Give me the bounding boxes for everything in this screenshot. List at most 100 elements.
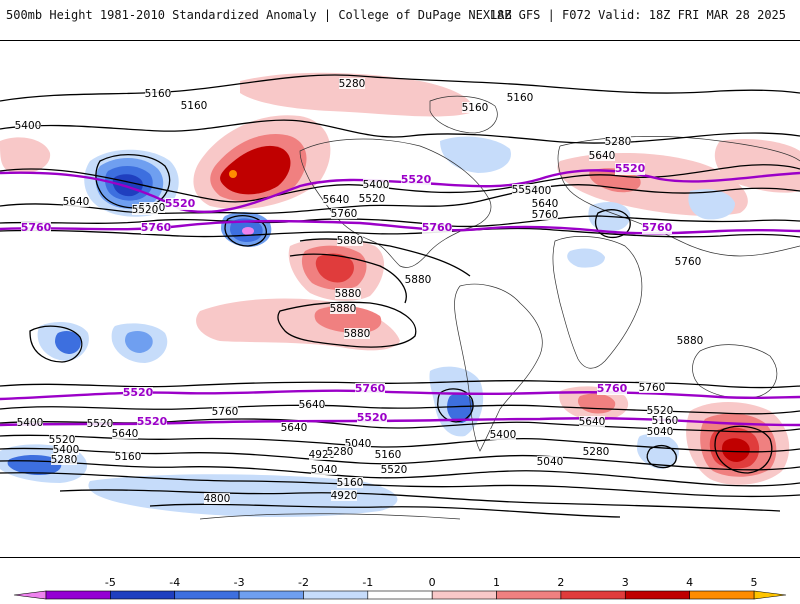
contour-label: 5160 [181, 100, 208, 112]
contour-line [299, 238, 471, 277]
colorbar-extend-high [753, 590, 787, 600]
highlight-contour-label: 5760 [642, 221, 673, 234]
contour-line [149, 503, 621, 518]
contour-label-bg [53, 444, 79, 455]
highlight-contour-label: 5520 [123, 386, 154, 399]
contour-label-bg [337, 235, 363, 246]
contour-label: 5880 [337, 235, 364, 247]
contour-label-bg [589, 150, 615, 161]
contour-label-bg [532, 198, 558, 209]
contour-label: 4800 [204, 493, 231, 505]
contour-label: 5880 [335, 288, 362, 300]
contour-label: 5520 [49, 434, 76, 446]
contour-label: 5640 [589, 150, 616, 162]
contour-line [0, 379, 800, 389]
colorbar-tick-label: -1 [362, 576, 373, 589]
colorbar-swatch [238, 590, 304, 600]
contour-label: 5520 [647, 405, 674, 417]
contour-line [646, 444, 677, 469]
contour-label: 5400 [17, 417, 44, 429]
contour-line [0, 404, 800, 415]
positive-anomaly-area [240, 72, 473, 117]
negative-anomaly-area [440, 136, 511, 173]
colorbar-tick-label: -4 [169, 576, 180, 589]
colorbar-swatch [624, 590, 690, 600]
map-panel: 5160528051605160516054005640516055205280… [0, 40, 800, 558]
africa-coast [552, 236, 643, 369]
colorbar-svg: -5 -4 -3 -2 -1 0 1 2 3 4 5 [13, 576, 787, 600]
positive-anomaly-area [315, 253, 354, 283]
contour-label-bg [339, 78, 365, 89]
contour-line [0, 434, 800, 453]
contour-label: 5160 [337, 477, 364, 489]
contour-label-bg [212, 406, 238, 417]
contour-label-bg [141, 222, 171, 234]
contour-label-bg [132, 204, 158, 215]
contour-label-bg [490, 429, 516, 440]
highlight-contour-label: 5520 [401, 173, 432, 186]
greenland-coast [429, 95, 498, 134]
contour-label-bg [381, 464, 407, 475]
header-bar: 500mb Height 1981-2010 Standardized Anom… [0, 0, 800, 40]
contour-label: 5280 [339, 78, 366, 90]
contour-label-bg [115, 451, 141, 462]
highlight-contour-label: 5520 [137, 415, 168, 428]
contour-label-bg [537, 456, 563, 467]
contour-label-bg [17, 417, 43, 428]
contour-label-bg [639, 382, 665, 393]
contour-label-bg [112, 428, 138, 439]
contour-label-bg [165, 198, 195, 210]
contour-label: 5040 [537, 456, 564, 468]
colorbar-swatch [367, 590, 433, 600]
contour-label-bg [355, 383, 385, 395]
contour-label: 5640 [323, 194, 350, 206]
colorbar-swatch [496, 590, 562, 600]
contour-label-bg [422, 222, 452, 234]
contour-5520-south [0, 417, 800, 427]
colorbar-swatch [174, 590, 240, 600]
contour-label: 5640 [63, 196, 90, 208]
contour-label-bg [605, 136, 631, 147]
contour-line [29, 325, 83, 363]
contour-label: 4920 [331, 490, 358, 502]
anomaly-map: 5160528051605160516054005640516055205280… [0, 72, 800, 520]
highlight-contour-label: 5760 [422, 221, 453, 234]
contour-label: 5520 [87, 418, 114, 430]
colorbar-tick-label: 3 [622, 576, 629, 589]
contour-label-bg [344, 328, 370, 339]
contour-label-bg [309, 449, 335, 460]
contour-label: 5520 [359, 193, 386, 205]
contour-label: 5640 [532, 198, 559, 210]
contour-label: 5880 [344, 328, 371, 340]
negative-anomaly-core [242, 227, 254, 235]
colorbar-extend-low [13, 590, 47, 600]
contour-label-bg [51, 454, 77, 465]
contour-label: 5160 [145, 88, 172, 100]
contour-label: 5520 [132, 204, 159, 216]
contour-label-bg [359, 193, 385, 204]
contour-label-bg [615, 163, 645, 175]
contour-label-bg [123, 387, 153, 399]
positive-anomaly-area [220, 145, 291, 195]
contour-label: 5760 [675, 256, 702, 268]
colorbar-tick-label: 0 [429, 576, 436, 589]
contour-label-bg [345, 438, 371, 449]
contour-label-bg [327, 446, 353, 457]
contour-line [714, 425, 773, 474]
contour-label-bg [331, 490, 357, 501]
contour-label-bg [507, 92, 533, 103]
colorbar-swatch [431, 590, 497, 600]
australia-coast [692, 344, 778, 399]
contour-label-bg [337, 477, 363, 488]
coastlines [199, 95, 800, 520]
highlight-contour-label: 5520 [165, 197, 196, 210]
contour-label-bg [137, 416, 167, 428]
contour-label: 5640 [299, 399, 326, 411]
contour-line [0, 227, 800, 238]
contour-label-bg [642, 222, 672, 234]
negative-anomaly-area [7, 455, 62, 475]
contour-label-bg [311, 464, 337, 475]
contour-label: 5760 [212, 406, 239, 418]
negative-anomaly-area [567, 248, 605, 268]
